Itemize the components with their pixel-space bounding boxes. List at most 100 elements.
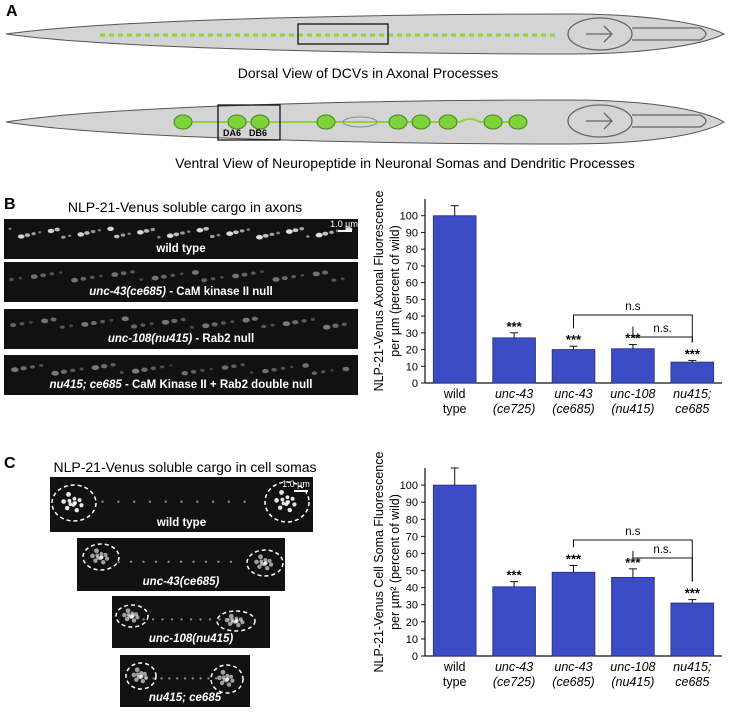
axon-punctum (161, 618, 164, 621)
y-axis-label: per µm (percent of wild) (388, 225, 402, 357)
fluorescent-punctum (280, 366, 286, 370)
fluorescent-punctum (230, 320, 235, 324)
soma-punctum (292, 502, 297, 507)
fluorescent-punctum (40, 273, 46, 278)
fluorescent-punctum (50, 317, 57, 322)
strip-background (4, 219, 358, 259)
x-tick-label: nu415; (673, 660, 712, 674)
fluorescent-punctum (60, 369, 68, 374)
soma-punctum (131, 614, 135, 618)
axon-punctum (227, 618, 231, 621)
fluorescent-punctum (140, 323, 146, 327)
x-tick-label: (ce725) (493, 402, 535, 416)
fluorescent-punctum (111, 272, 119, 277)
strip-description: - Rab2 null (192, 333, 254, 345)
y-tick-label: 90 (406, 497, 418, 509)
fluorescent-punctum (20, 366, 27, 371)
fluorescent-punctum (331, 278, 337, 282)
y-tick-label: 100 (400, 211, 418, 223)
fluorescent-punctum (290, 365, 294, 369)
y-tick-label: 70 (406, 261, 418, 273)
axon-strip: nu415; ce685 - CaM Kinase II + Rab2 doub… (4, 355, 358, 395)
strip-description: - CaM Kinase II + Rab2 double null (122, 379, 313, 391)
fluorescent-punctum (100, 364, 108, 369)
strip-description: - CaM kinase II null (166, 286, 273, 298)
bar (551, 349, 596, 384)
soma-punctum (236, 622, 241, 628)
fluorescent-punctum (311, 371, 318, 376)
fluorescent-punctum (39, 364, 44, 367)
axon-punctum (199, 618, 202, 621)
soma-punctum (94, 548, 99, 554)
soma-punctum (142, 671, 147, 676)
axon-punctum (142, 560, 145, 564)
soma-punctum (264, 561, 268, 565)
fluorescent-punctum (187, 230, 191, 233)
y-tick-label: 50 (406, 566, 418, 578)
axon-punctum (129, 560, 133, 564)
fluorescent-punctum (181, 371, 189, 376)
fluorescent-punctum (312, 271, 320, 277)
axon-strip: wild type 1.0 µm (4, 219, 358, 259)
soma-punctum (228, 613, 234, 619)
significance-marker: *** (566, 551, 582, 566)
y-tick-label: 90 (406, 227, 418, 239)
soma-label-db6: DB6 (249, 128, 267, 138)
significance-marker: *** (625, 555, 641, 570)
soma-punctum (100, 555, 104, 559)
fluorescent-punctum (110, 362, 116, 367)
x-tick-label: (nu415) (611, 402, 654, 416)
fluorescent-punctum (251, 316, 259, 321)
fluorescent-punctum (201, 278, 208, 283)
fluorescent-punctum (143, 228, 150, 233)
soma-punctum (134, 612, 139, 617)
fluorescent-punctum (216, 233, 221, 237)
fluorescent-punctum (315, 232, 323, 238)
comparison-bracket (632, 550, 693, 582)
y-tick-label: 10 (406, 634, 418, 646)
soma-outline (210, 664, 244, 694)
worm-pharynx (567, 17, 707, 51)
fluorescent-punctum (17, 234, 25, 239)
fluorescent-punctum (233, 230, 239, 235)
soma-punctum (268, 562, 274, 567)
fluorescent-punctum (28, 320, 33, 324)
ventral-nerve-cord (180, 118, 525, 123)
fluorescent-punctum (79, 367, 84, 371)
fluorescent-punctum (139, 278, 144, 281)
bar (432, 484, 477, 657)
fluorescent-punctum (180, 231, 185, 235)
fluorescent-punctum (107, 226, 114, 232)
fluorescent-punctum (58, 271, 63, 274)
soma-punctum (221, 675, 226, 680)
bar (670, 602, 715, 657)
panel-a-letter: A (6, 3, 18, 20)
soma-outline (115, 604, 149, 628)
ventral-caption: Ventral View of Neuropeptide in Neuronal… (175, 155, 635, 171)
axon-strip: unc-43(ce685) - CaM kinase II null (4, 262, 358, 302)
panel-c-letter: C (4, 455, 16, 472)
x-tick-label: (ce685) (552, 675, 594, 689)
fluorescent-punctum (8, 227, 12, 230)
fluorescent-punctum (202, 323, 210, 329)
fluorescent-punctum (332, 323, 339, 328)
soma-image-label: unc-108(nu415) (149, 633, 234, 645)
soma-outline (51, 484, 97, 522)
fluorescent-punctum (54, 227, 60, 232)
soma-outline (82, 543, 120, 571)
ventral-worm-diagram: DA6 DB6 (5, 99, 725, 145)
soma-image-label: wild type (156, 517, 206, 529)
panel-b-letter: B (4, 196, 16, 213)
fluorescent-punctum (169, 364, 173, 367)
fluorescent-punctum (256, 234, 263, 240)
fluorescent-punctum (191, 270, 199, 275)
fluorescent-punctum (51, 370, 59, 376)
fluorescent-punctum (149, 322, 154, 326)
fluorescent-punctum (322, 270, 329, 275)
fluorescent-punctum (276, 231, 280, 235)
fluorescent-punctum (151, 275, 159, 281)
fluorescent-punctum (203, 226, 209, 231)
fluorescent-punctum (272, 277, 280, 282)
strip-background (4, 309, 358, 349)
vulva-outline (342, 116, 378, 128)
